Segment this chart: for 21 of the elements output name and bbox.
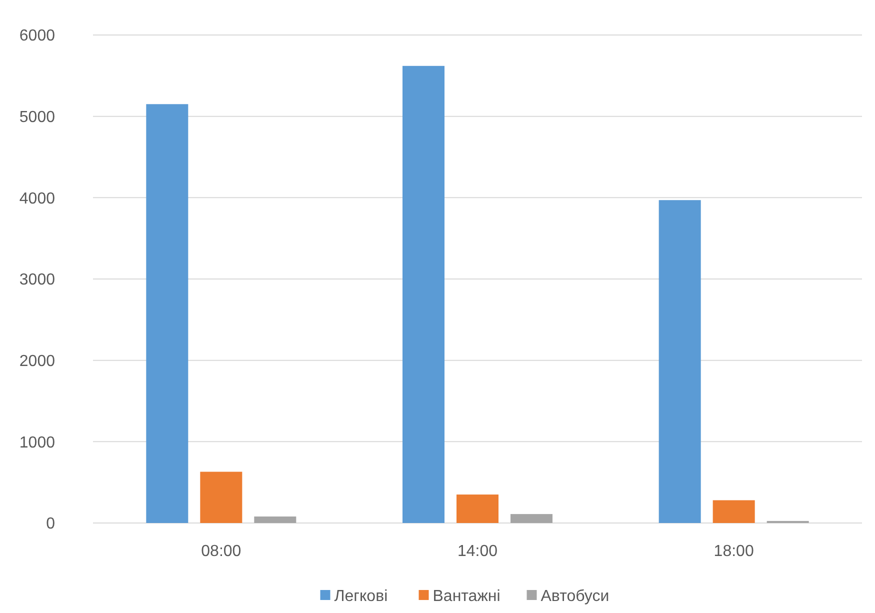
bar [402,66,444,523]
y-tick-label: 5000 [19,108,56,126]
legend-label: Вантажні [432,588,500,605]
y-tick-label: 0 [46,516,56,533]
y-tick-label: 4000 [19,190,56,208]
bar [510,514,552,523]
bar [658,200,701,523]
bar [200,472,242,523]
x-tick-label: 14:00 [457,543,498,560]
bar [146,104,188,523]
y-tick-label: 6000 [19,28,56,45]
legend-label: Легкові [334,588,388,605]
y-tick-label: 1000 [19,434,56,452]
x-tick-label: 08:00 [201,543,242,560]
bar [254,516,296,523]
y-tick-label: 3000 [19,272,56,289]
x-tick-label: 18:00 [714,543,754,560]
bar [456,494,498,523]
bar [712,500,755,523]
legend-label: Автобуси [540,588,610,605]
y-tick-label: 2000 [19,352,56,370]
